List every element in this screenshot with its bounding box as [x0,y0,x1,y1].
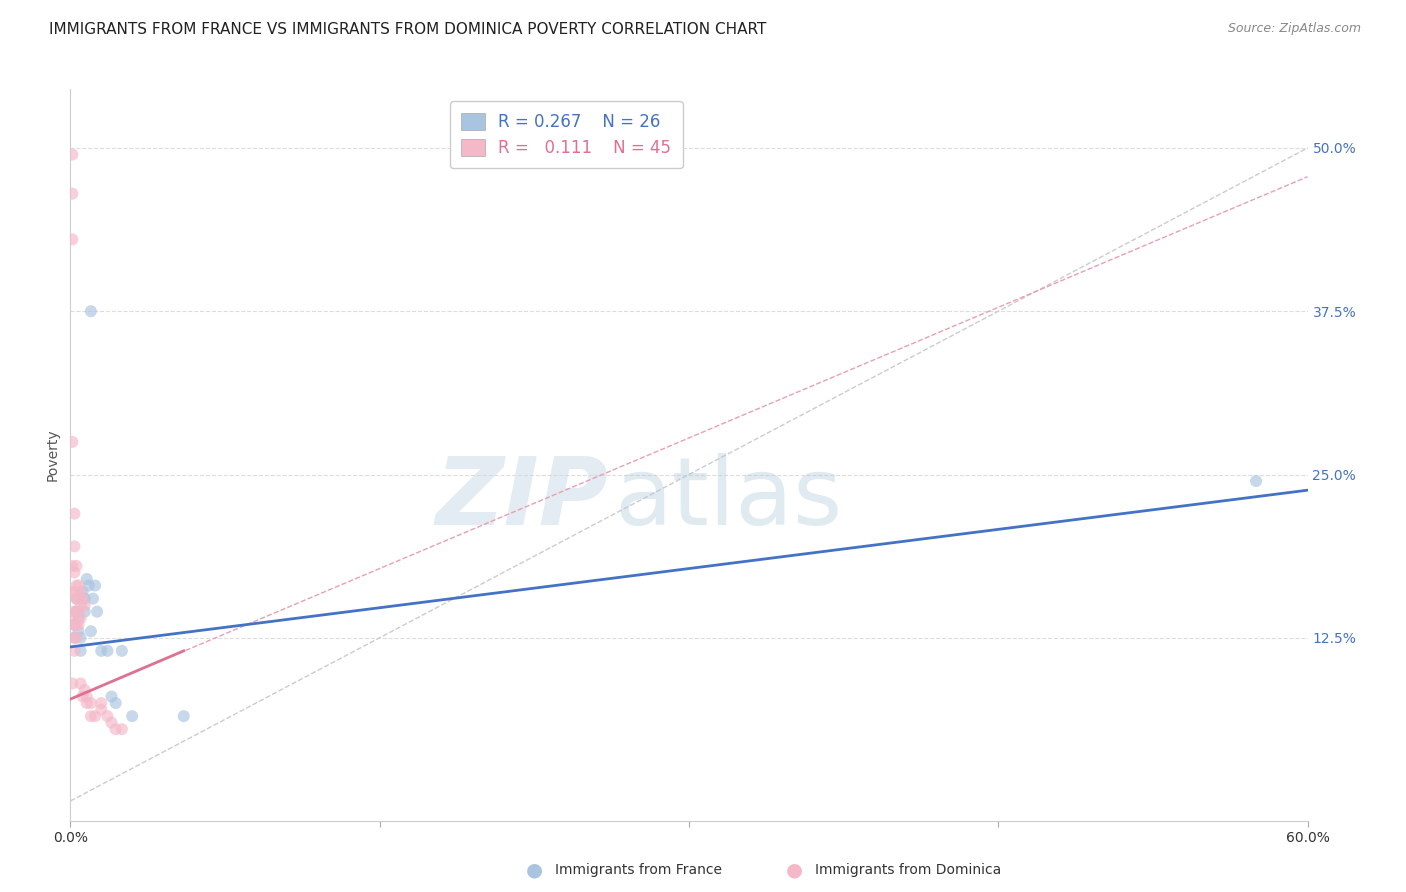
Point [73,605,96,619]
Text: ●: ● [786,860,803,880]
Point [96,644,118,658]
Point [72,690,94,704]
Point [80,304,103,318]
Point [67,624,90,639]
Point [80,709,103,723]
Legend: R = 0.267    N = 26, R =   0.111    N = 45: R = 0.267 N = 26, R = 0.111 N = 45 [450,101,683,169]
Point [63,617,86,632]
Point [65,617,87,632]
Point [63,631,86,645]
Point [60,434,83,449]
Point [63,566,86,580]
Point [72,591,94,606]
Point [63,539,86,553]
Point [76,696,98,710]
Point [65,631,87,645]
Point [63,507,86,521]
Text: ZIP: ZIP [436,453,609,545]
Point [90,703,112,717]
Point [60,585,83,599]
Point [104,723,127,737]
Text: ●: ● [526,860,543,880]
Point [63,631,86,645]
Text: Immigrants from France: Immigrants from France [555,863,723,877]
Point [111,644,134,658]
Point [60,232,83,246]
Point [76,572,98,586]
Text: IMMIGRANTS FROM FRANCE VS IMMIGRANTS FROM DOMINICA POVERTY CORRELATION CHART: IMMIGRANTS FROM FRANCE VS IMMIGRANTS FRO… [49,22,766,37]
Text: Source: ZipAtlas.com: Source: ZipAtlas.com [1227,22,1361,36]
Point [80,624,103,639]
Point [65,605,87,619]
Point [69,644,91,658]
Point [73,683,96,698]
Point [90,644,112,658]
Point [73,591,96,606]
Point [67,591,90,606]
Point [121,709,143,723]
Point [65,605,87,619]
Point [72,585,94,599]
Point [82,591,104,606]
Point [69,611,91,625]
Point [63,644,86,658]
Point [76,690,98,704]
Point [65,591,87,606]
Point [84,578,107,592]
Point [100,690,122,704]
Point [80,696,103,710]
Point [60,611,83,625]
Point [104,696,127,710]
Point [96,709,118,723]
Point [60,147,83,161]
Y-axis label: Poverty: Poverty [45,429,59,481]
Point [69,676,91,690]
Point [63,605,86,619]
Point [67,617,90,632]
Point [60,186,83,201]
Point [69,585,91,599]
Point [173,709,195,723]
Point [63,617,86,632]
Point [60,558,83,573]
Point [100,715,122,730]
Point [67,578,90,592]
Point [86,605,108,619]
Point [69,631,91,645]
Point [67,611,90,625]
Point [111,723,134,737]
Point [69,598,91,612]
Text: atlas: atlas [614,453,844,545]
Point [65,578,87,592]
Point [1244,474,1267,488]
Point [65,558,87,573]
Point [84,709,107,723]
Point [77,578,100,592]
Point [60,676,83,690]
Point [63,585,86,599]
Text: Immigrants from Dominica: Immigrants from Dominica [815,863,1001,877]
Point [73,598,96,612]
Point [65,591,87,606]
Point [67,605,90,619]
Point [90,696,112,710]
